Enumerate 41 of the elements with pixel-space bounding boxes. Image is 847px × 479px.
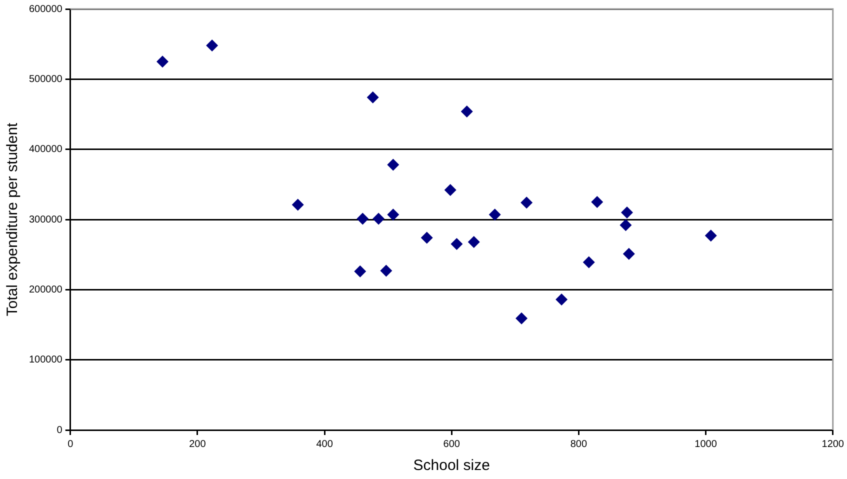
point (516, 312, 528, 324)
x-tick-label: 1200 (822, 438, 844, 450)
point (488, 208, 501, 221)
point (622, 248, 635, 260)
point (460, 105, 473, 118)
point (387, 158, 400, 171)
x-tick-label: 600 (443, 438, 460, 450)
point (420, 232, 433, 244)
point (156, 56, 169, 68)
x-tick-label: 400 (316, 438, 334, 450)
point (591, 196, 604, 208)
point (292, 198, 304, 211)
x-tick-label: 1000 (694, 438, 718, 450)
point (444, 184, 456, 196)
point (468, 236, 480, 248)
point (366, 91, 379, 104)
x-tick-label: 800 (570, 438, 588, 450)
point (556, 293, 568, 306)
point (582, 256, 595, 268)
y-tick-label: 200000 (28, 284, 63, 296)
x-tick-label: 200 (189, 438, 206, 450)
point (354, 265, 366, 278)
point (387, 208, 400, 221)
point (372, 212, 385, 225)
point (621, 206, 633, 218)
point (704, 230, 717, 242)
point (356, 212, 369, 225)
y-tick-label: 400000 (28, 144, 63, 156)
y-tick-label: 0 (56, 424, 63, 436)
point (620, 219, 632, 232)
y-tick-label: 300000 (28, 214, 63, 226)
point (520, 196, 533, 209)
point (380, 264, 392, 277)
y-tick-label: 600000 (28, 4, 63, 15)
point (206, 39, 218, 52)
point (450, 238, 463, 250)
y-tick-label: 100000 (28, 354, 63, 366)
y-axis-title: Total expenditure per student (4, 122, 22, 316)
x-axis-title: School size (413, 457, 490, 474)
y-tick-label: 500000 (28, 74, 63, 85)
x-tick-label: 0 (68, 438, 74, 450)
